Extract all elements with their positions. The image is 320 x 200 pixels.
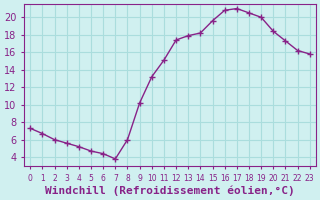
X-axis label: Windchill (Refroidissement éolien,°C): Windchill (Refroidissement éolien,°C) [45,185,295,196]
